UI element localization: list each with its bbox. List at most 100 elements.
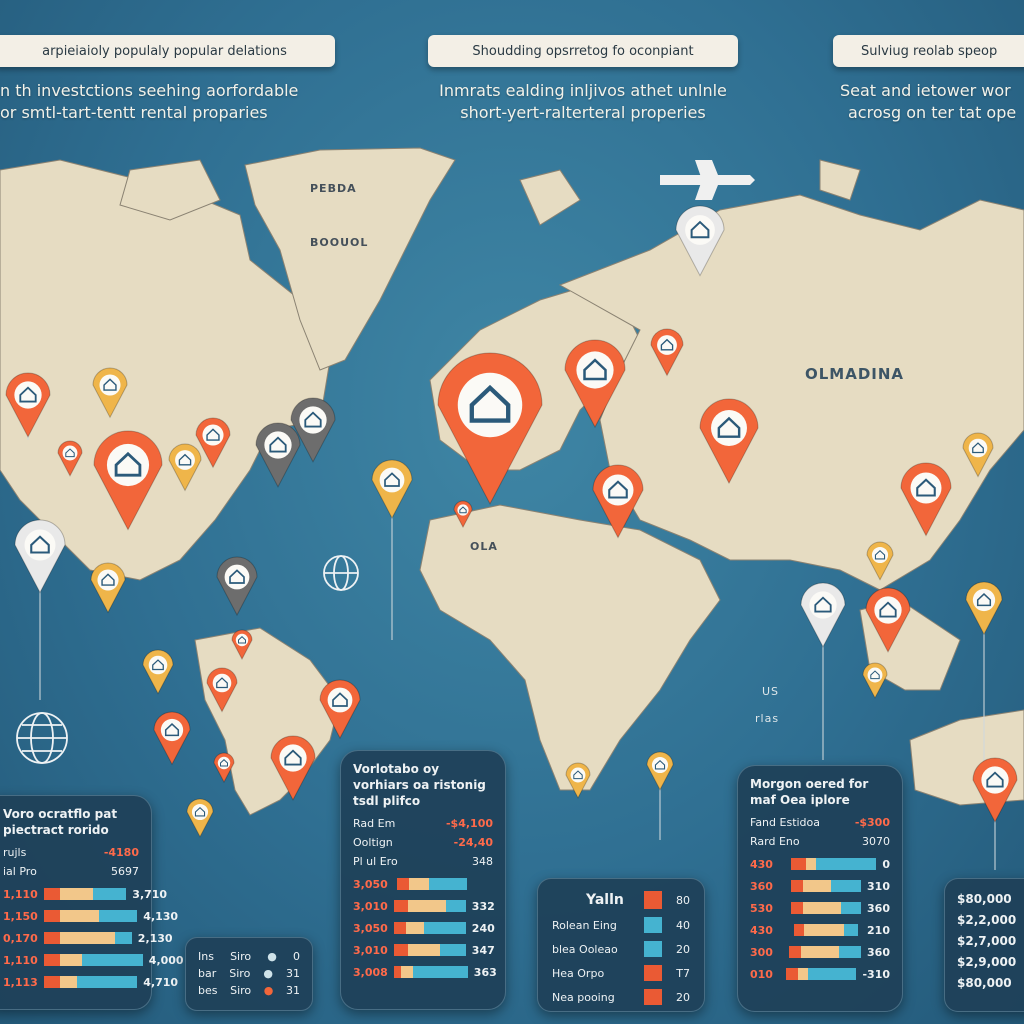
location-pin-icon[interactable]: [592, 464, 644, 539]
bar-label: 3,050: [353, 877, 388, 891]
row-value: 31: [285, 984, 300, 997]
bar-segment: [844, 924, 858, 936]
panel-title: Morgon oered for maf Oea iplore: [750, 776, 890, 808]
bar-row: 530 360: [750, 902, 890, 915]
house-icon: [879, 601, 897, 618]
bar-segment: [791, 858, 807, 870]
bar-segment: [43, 932, 61, 944]
kv-row: rujls -4180: [3, 846, 139, 859]
location-pin-icon[interactable]: [14, 519, 66, 594]
row-label: Siro: [230, 984, 252, 997]
location-pin-icon[interactable]: [565, 762, 591, 799]
subtitle-line: Seat and ietower wor: [840, 81, 1011, 100]
location-pin-icon[interactable]: [650, 328, 684, 377]
bar-row: 1,150 4,130: [3, 909, 178, 923]
house-icon: [269, 436, 287, 453]
location-pin-icon[interactable]: [290, 397, 336, 463]
kv-label: rujls: [3, 846, 27, 859]
bar-row: 300 360: [750, 946, 890, 959]
indicator-bar: [644, 965, 663, 981]
house-icon: [194, 806, 206, 817]
location-pin-icon[interactable]: [646, 751, 674, 791]
bar-label: 1,150: [3, 909, 38, 923]
location-pin-icon[interactable]: [142, 649, 174, 695]
location-pin-icon[interactable]: [866, 541, 894, 581]
location-pin-icon[interactable]: [213, 752, 235, 784]
bar-value: -310: [862, 967, 890, 981]
house-icon: [284, 749, 302, 766]
bar-row: 0,170 2,130: [3, 932, 173, 945]
bar-segment: [804, 924, 844, 936]
header-subtitle-3: Seat and ietower wor acrosg on ter tat op…: [840, 80, 1024, 124]
row-list: Ins Siro ● 0 bar Siro ● 31 bes Siro ● 31: [198, 950, 300, 997]
bar-value: 4,710: [143, 975, 179, 989]
location-pin-icon[interactable]: [319, 679, 361, 740]
location-pin-icon[interactable]: [453, 500, 473, 529]
row: Yalln 80: [552, 891, 690, 909]
location-pin-icon[interactable]: [371, 459, 413, 520]
house-icon: [229, 569, 245, 584]
bar-segment: [60, 976, 77, 988]
stats-panel-4: Yalln 80 Rolean Eing 40 blea Ooleao 20 Hea Or…: [537, 878, 705, 1012]
house-icon: [459, 506, 467, 514]
bar-segment: [43, 976, 61, 988]
bar-row: 3,008 363: [353, 966, 497, 979]
location-pin-icon[interactable]: [93, 430, 163, 531]
bar-value: 240: [471, 921, 495, 935]
bar-segment: [98, 910, 138, 922]
bar-segment: [407, 944, 440, 956]
location-pin-icon[interactable]: [270, 735, 316, 801]
location-pin-icon[interactable]: [437, 352, 543, 505]
location-pin-icon[interactable]: [800, 582, 846, 648]
pin-icon: ●: [267, 950, 277, 963]
price-value: $2,7,000: [957, 934, 1017, 948]
location-pin-icon[interactable]: [90, 562, 126, 614]
stats-panel-2: Ins Siro ● 0 bar Siro ● 31 bes Siro ● 31: [185, 937, 313, 1011]
bar-row: 3,050: [353, 877, 493, 891]
location-pin-icon[interactable]: [699, 398, 759, 485]
bar-label: 3,010: [353, 899, 388, 913]
location-pin-icon[interactable]: [5, 372, 51, 438]
legend-row: blea Ooleao 20: [552, 941, 690, 957]
stacked-bar: [791, 902, 862, 914]
subtitle-line: n th investctions seehing aorfordable: [0, 81, 299, 100]
location-pin-icon[interactable]: [965, 581, 1003, 636]
location-pin-icon[interactable]: [186, 798, 214, 838]
bar-segment: [115, 932, 132, 944]
title-line: vorhiars oa ristonig: [353, 778, 486, 792]
bar-label: 1,113: [3, 975, 38, 989]
globe-icon: [16, 555, 359, 764]
bar-segment: [841, 902, 862, 914]
stacked-bar: [393, 900, 466, 912]
bar-segment: [60, 888, 94, 900]
location-pin-icon[interactable]: [57, 440, 83, 477]
location-pin-icon[interactable]: [962, 432, 994, 478]
stacked-bar: [393, 944, 466, 956]
location-pin-icon[interactable]: [195, 417, 231, 469]
house-icon: [469, 384, 511, 423]
panel-title: Yalln: [586, 892, 624, 908]
location-pin-icon[interactable]: [862, 662, 888, 699]
location-pin-icon[interactable]: [564, 339, 626, 429]
row-label: blea Ooleao: [552, 942, 618, 956]
location-pin-icon[interactable]: [153, 711, 191, 766]
bar-value: 347: [471, 943, 495, 957]
location-pin-icon[interactable]: [675, 205, 725, 277]
house-icon: [986, 771, 1004, 788]
location-pin-icon[interactable]: [972, 757, 1018, 823]
bar-segment: [791, 880, 804, 892]
location-pin-icon[interactable]: [255, 422, 301, 488]
subtitle-line: or smtl-tart-tentt rental proparies: [0, 103, 268, 122]
location-pin-icon[interactable]: [168, 443, 202, 492]
bar-value: 210: [867, 923, 890, 937]
map-label-greenland: PEBDA: [310, 182, 357, 195]
location-pin-icon[interactable]: [92, 367, 128, 419]
row-value: T7: [676, 966, 690, 980]
location-pin-icon[interactable]: [206, 667, 238, 713]
location-pin-icon[interactable]: [865, 587, 911, 653]
bar-row: 010 -310: [750, 967, 890, 981]
location-pin-icon[interactable]: [900, 462, 952, 537]
bar-row: 3,050 240: [353, 921, 495, 935]
location-pin-icon[interactable]: [216, 556, 258, 617]
location-pin-icon[interactable]: [231, 629, 253, 661]
